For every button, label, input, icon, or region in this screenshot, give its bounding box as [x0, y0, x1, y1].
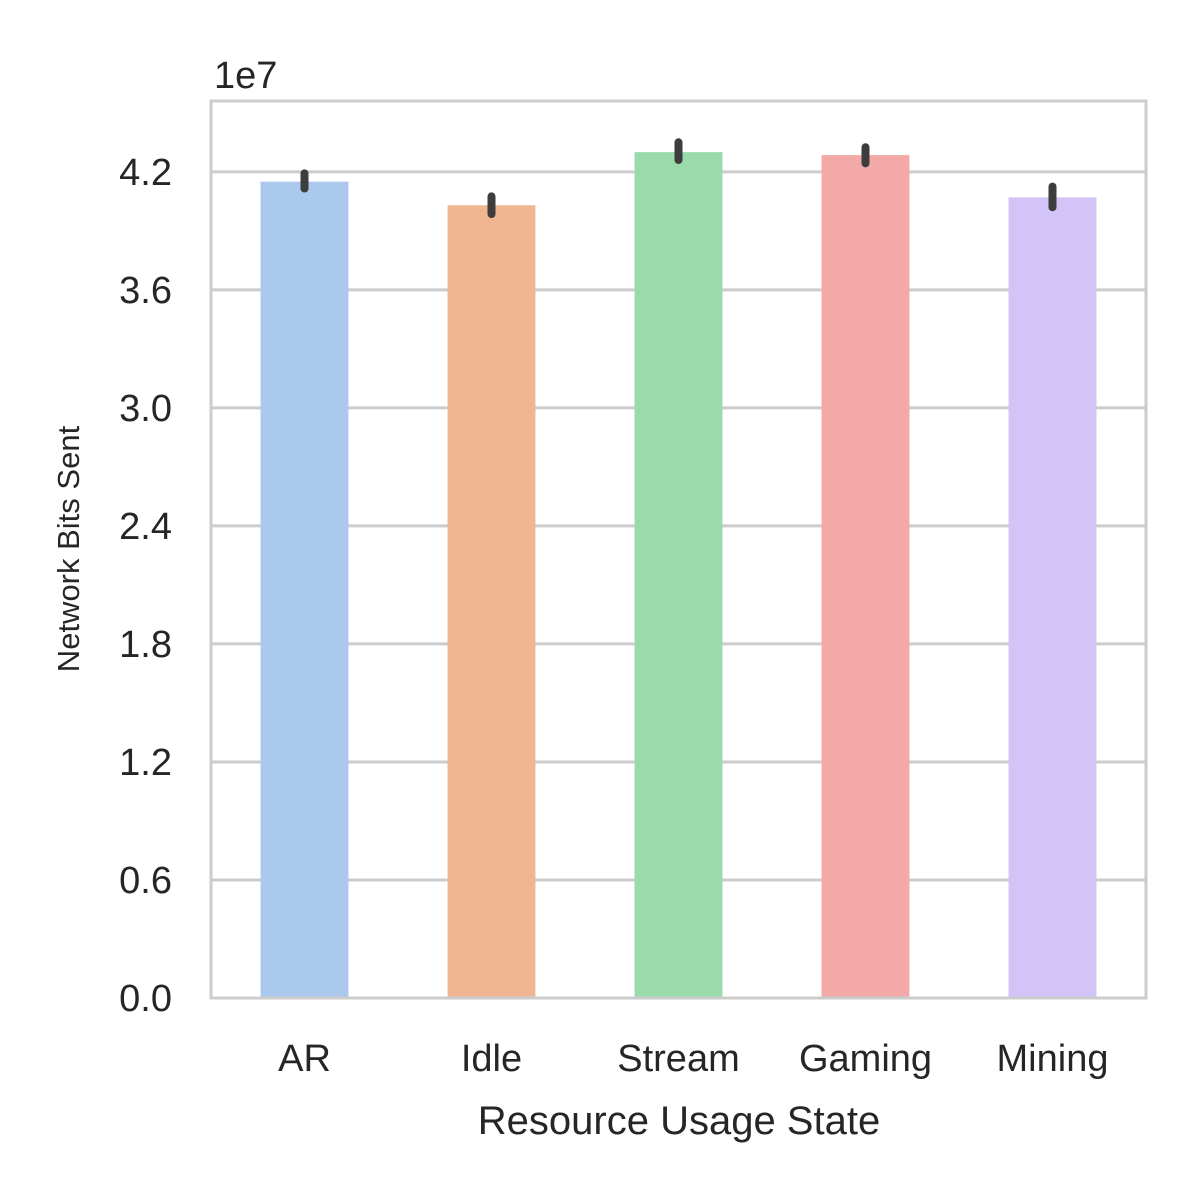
y-axis-title: Network Bits Sent: [51, 425, 86, 672]
y-tick-label: 1.2: [119, 742, 172, 784]
y-tick-label: 1.8: [119, 624, 172, 666]
y-tick-label: 3.0: [119, 388, 172, 430]
x-tick-label-stream: Stream: [617, 1038, 739, 1080]
bar-stream: [634, 152, 723, 999]
y-offset-label: 1e7: [214, 55, 277, 97]
x-tick-label-ar: AR: [278, 1038, 331, 1080]
y-tick-labels: 0.0 0.6 1.2 1.8 2.4 3.0 3.6 4.2: [119, 152, 172, 1020]
bars: [260, 152, 1097, 999]
y-tick-label: 0.6: [119, 860, 172, 902]
bar-mining: [1008, 197, 1097, 998]
y-tick-label: 4.2: [119, 152, 172, 194]
x-axis-title: Resource Usage State: [478, 1099, 880, 1143]
y-tick-label: 0.0: [119, 978, 172, 1020]
error-bars: [300, 138, 1057, 219]
x-tick-label-idle: Idle: [461, 1038, 522, 1080]
plot-frame: [209, 99, 1148, 1000]
x-tick-label-mining: Mining: [997, 1038, 1109, 1080]
y-tick-label: 3.6: [119, 270, 172, 312]
y-tick-label: 2.4: [119, 506, 172, 548]
x-tick-label-gaming: Gaming: [799, 1038, 932, 1080]
bar-idle: [447, 205, 536, 998]
bar-ar: [260, 181, 349, 999]
x-tick-labels: AR Idle Stream Gaming Mining: [278, 1038, 1108, 1080]
bar-gaming: [821, 155, 910, 998]
